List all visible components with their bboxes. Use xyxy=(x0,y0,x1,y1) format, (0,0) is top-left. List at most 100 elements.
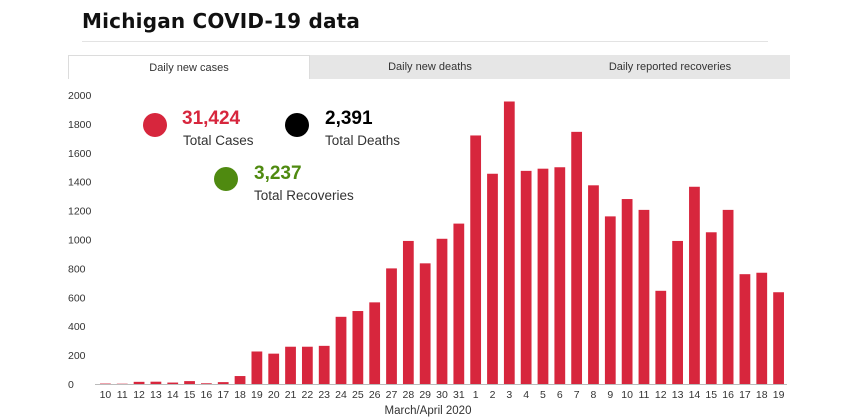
x-tick-label: 6 xyxy=(557,389,563,401)
bar[interactable] xyxy=(335,316,347,384)
x-tick-label: 9 xyxy=(607,389,613,401)
x-tick-label: 11 xyxy=(638,389,649,401)
x-tick-label: 22 xyxy=(302,389,314,401)
x-tick-label: 11 xyxy=(117,389,128,401)
total-cases-value: 31,424 xyxy=(182,108,241,129)
bar[interactable] xyxy=(604,216,616,384)
bar[interactable] xyxy=(234,376,246,384)
bar[interactable] xyxy=(301,346,313,384)
x-tick-label: 29 xyxy=(419,389,431,401)
bar[interactable] xyxy=(133,381,145,384)
x-axis: 10 11 12 13 14 15 16 17 18 19 20 21 22 23 24 25 26 27 28 29… xyxy=(95,384,787,401)
x-tick-label: 13 xyxy=(672,389,684,401)
bar[interactable] xyxy=(487,173,498,384)
y-tick-label: 1200 xyxy=(68,206,92,218)
bar[interactable] xyxy=(621,199,633,384)
bar[interactable] xyxy=(554,167,566,384)
tab-daily-new-cases[interactable]: Daily new cases xyxy=(68,55,310,79)
bar[interactable] xyxy=(217,382,229,384)
x-tick-label: 7 xyxy=(574,389,580,401)
total-recoveries-label: Total Recoveries xyxy=(254,188,354,203)
y-tick-label: 800 xyxy=(68,263,86,275)
x-tick-label: 26 xyxy=(369,389,381,401)
bar[interactable] xyxy=(537,168,549,384)
x-tick-label: 14 xyxy=(167,389,179,401)
x-tick-label: 3 xyxy=(506,389,512,401)
bar[interactable] xyxy=(268,353,280,384)
x-tick-label: 23 xyxy=(318,389,330,401)
x-tick-label: 17 xyxy=(739,389,751,401)
bar[interactable] xyxy=(739,274,751,384)
bar[interactable] xyxy=(453,223,465,384)
bar[interactable] xyxy=(402,240,414,384)
x-tick-label: 15 xyxy=(184,389,196,401)
y-tick-label: 1400 xyxy=(68,177,92,189)
bar[interactable] xyxy=(150,381,162,384)
x-tick-label: 20 xyxy=(268,389,280,401)
bar[interactable] xyxy=(672,240,683,384)
recoveries-dot-icon xyxy=(214,167,238,191)
bar[interactable] xyxy=(689,186,700,384)
y-tick-label: 1800 xyxy=(68,119,92,131)
bar[interactable] xyxy=(386,268,397,384)
x-tick-label: 19 xyxy=(773,389,785,401)
x-tick-label: 18 xyxy=(756,389,768,401)
y-tick-label: 600 xyxy=(68,292,86,304)
bar[interactable] xyxy=(419,263,431,384)
title-divider xyxy=(82,41,768,42)
x-tick-label: 25 xyxy=(352,389,364,401)
bar[interactable] xyxy=(722,209,734,384)
bar[interactable] xyxy=(773,292,784,384)
x-tick-label: 2 xyxy=(490,389,496,401)
x-tick-label: 15 xyxy=(705,389,717,401)
total-deaths-label: Total Deaths xyxy=(325,133,401,148)
x-tick-label: 10 xyxy=(100,389,112,401)
bar[interactable] xyxy=(756,272,768,384)
x-tick-label: 5 xyxy=(540,389,546,401)
x-tick-label: 16 xyxy=(201,389,213,401)
y-tick-label: 400 xyxy=(68,321,86,333)
bar[interactable] xyxy=(285,346,296,384)
bar[interactable] xyxy=(369,302,381,384)
bar[interactable] xyxy=(638,209,650,384)
bar[interactable] xyxy=(520,170,532,384)
x-tick-label: 10 xyxy=(621,389,633,401)
x-tick-label: 30 xyxy=(436,389,448,401)
tab-daily-reported-recoveries[interactable]: Daily reported recoveries xyxy=(550,55,790,79)
bar[interactable] xyxy=(318,345,330,384)
bar[interactable] xyxy=(503,101,515,385)
bar[interactable] xyxy=(352,311,364,384)
x-tick-label: 16 xyxy=(722,389,734,401)
y-axis: 0 200 400 600 800 1000 1200 1400 1600 1800 2000 xyxy=(68,90,92,391)
bar[interactable] xyxy=(655,290,667,384)
x-tick-label: 31 xyxy=(453,389,465,401)
x-tick-label: 12 xyxy=(655,389,667,401)
bar[interactable] xyxy=(588,185,599,384)
bar[interactable] xyxy=(201,383,212,384)
x-tick-label: 21 xyxy=(285,389,297,401)
x-tick-label: 28 xyxy=(402,389,414,401)
y-tick-label: 2000 xyxy=(68,90,92,102)
x-tick-label: 13 xyxy=(150,389,162,401)
x-tick-label: 4 xyxy=(523,389,529,401)
bar[interactable] xyxy=(705,232,717,384)
tab-daily-new-deaths[interactable]: Daily new deaths xyxy=(310,55,550,79)
x-tick-label: 19 xyxy=(251,389,263,401)
x-tick-label: 24 xyxy=(335,389,347,401)
x-axis-label: March/April 2020 xyxy=(385,405,472,417)
x-tick-label: 17 xyxy=(217,389,229,401)
bar[interactable] xyxy=(470,135,482,384)
bar[interactable] xyxy=(167,382,179,384)
bar[interactable] xyxy=(184,381,195,384)
x-tick-label: 18 xyxy=(234,389,246,401)
cases-dot-icon xyxy=(143,113,167,137)
bar[interactable] xyxy=(436,238,448,384)
bar[interactable] xyxy=(571,131,583,384)
deaths-dot-icon xyxy=(285,113,309,137)
y-tick-label: 1600 xyxy=(68,148,92,160)
x-tick-label: 14 xyxy=(689,389,701,401)
total-deaths-value: 2,391 xyxy=(325,108,373,129)
total-cases-label: Total Cases xyxy=(183,133,254,148)
bar[interactable] xyxy=(251,351,263,384)
